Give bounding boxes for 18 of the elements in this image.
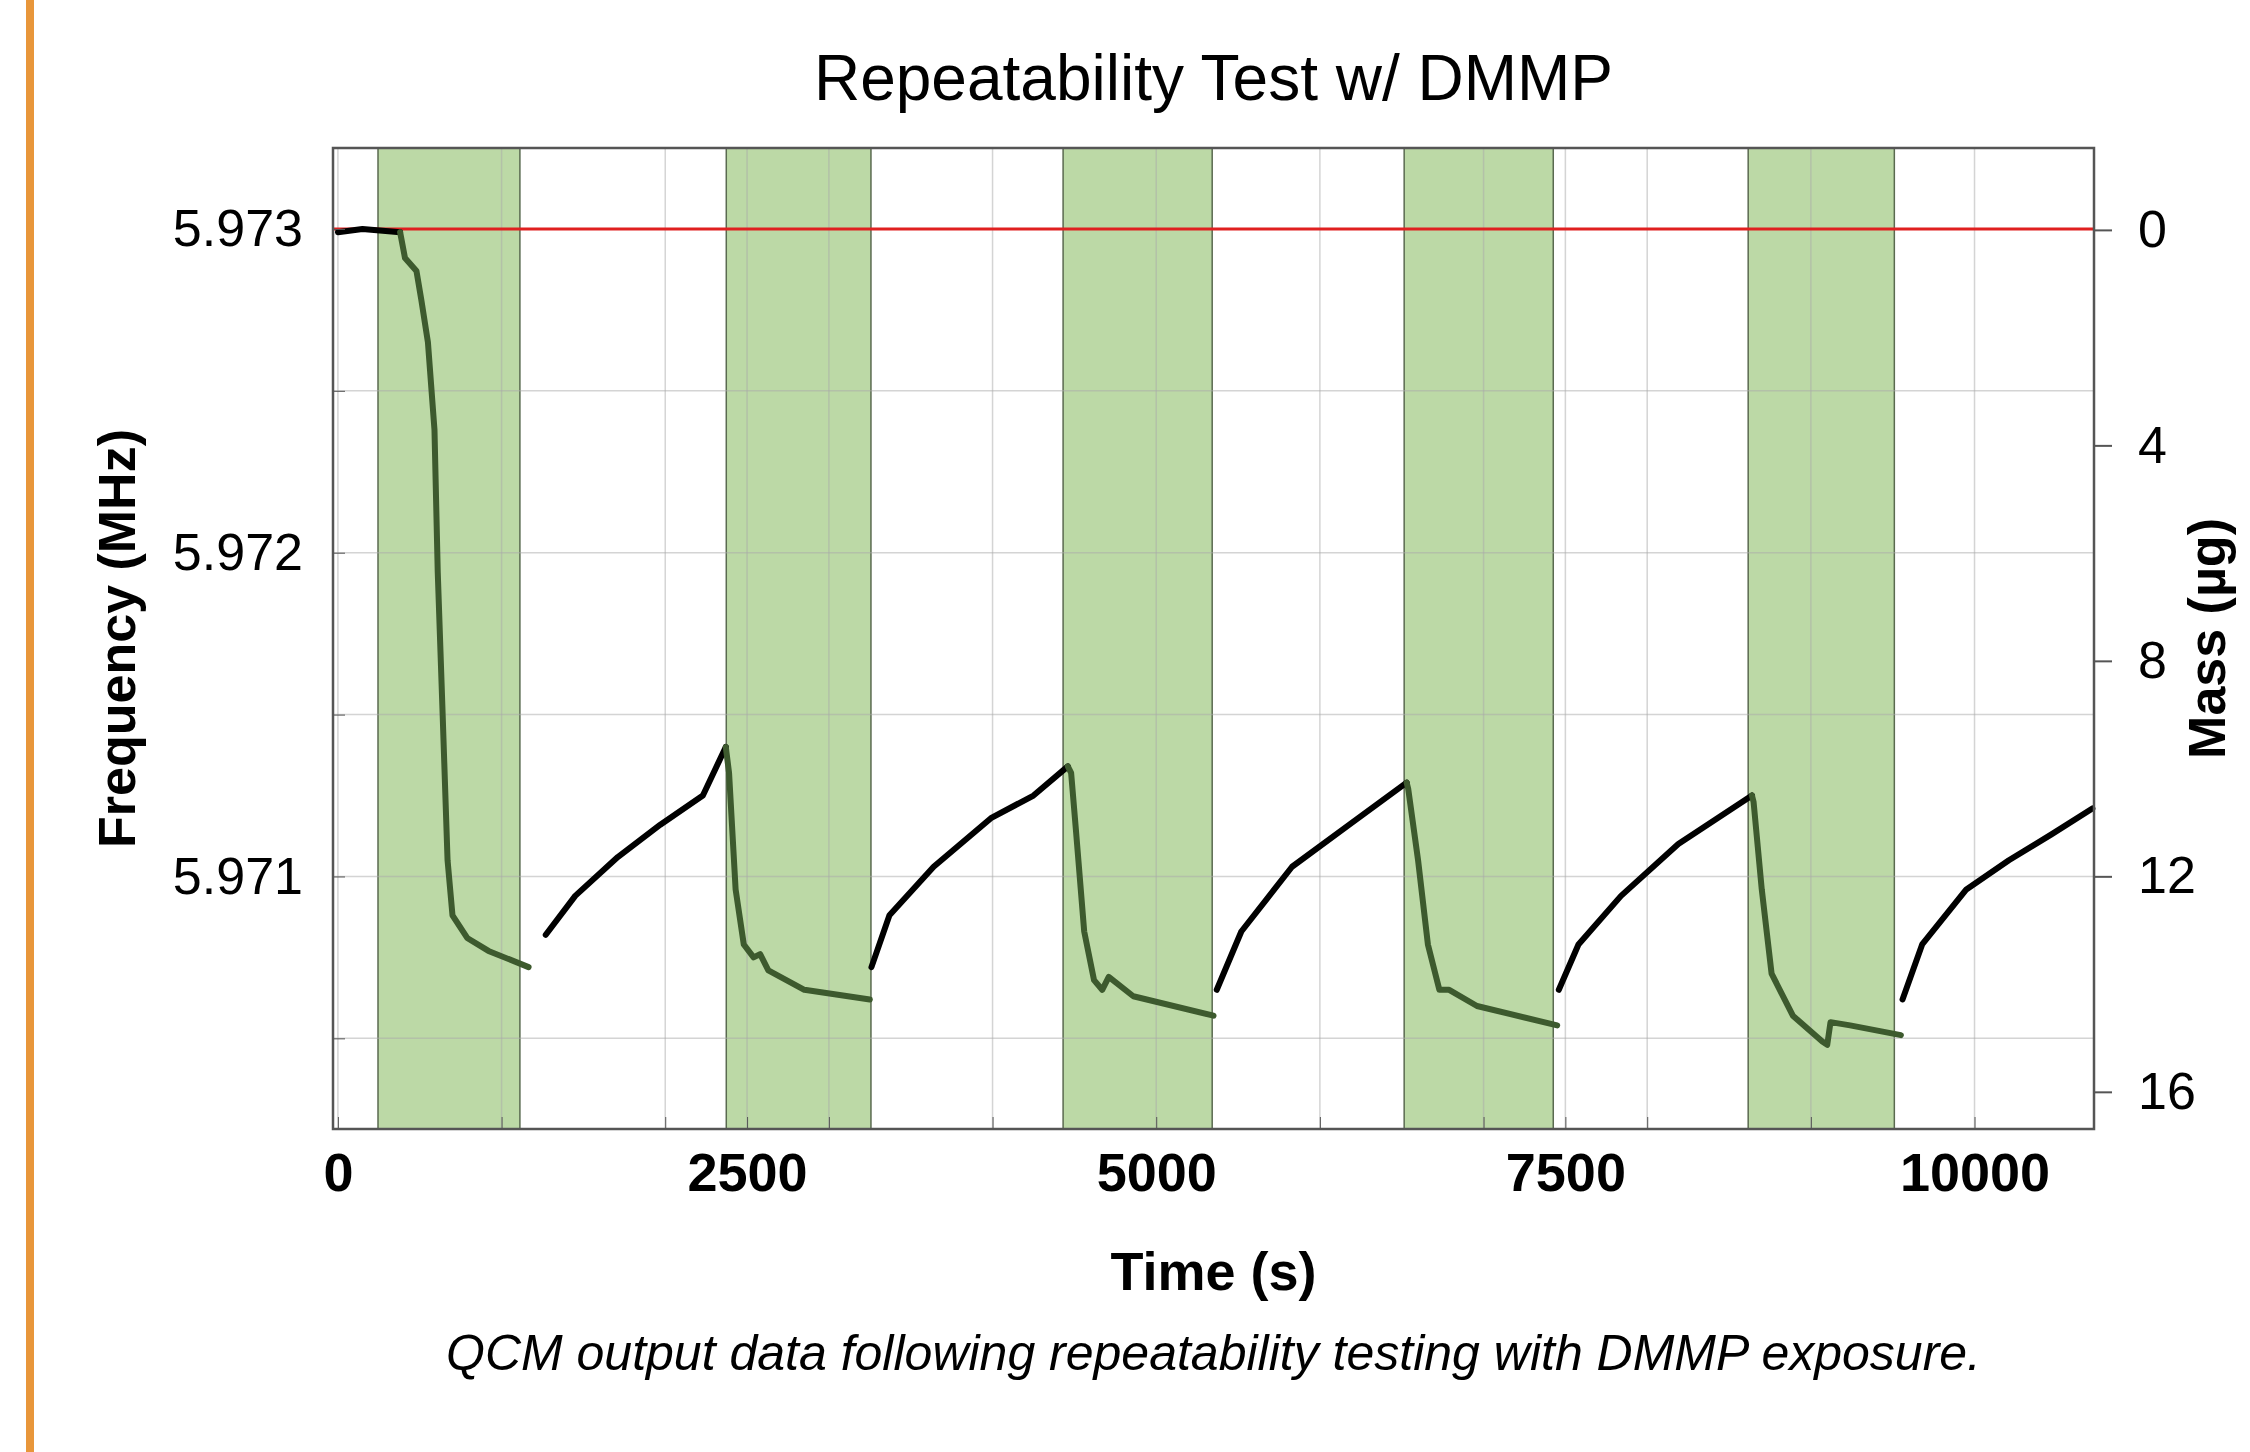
y2-axis-title: Mass (µg) [2178, 518, 2236, 759]
x-tick-label: 2500 [687, 1142, 808, 1203]
y-tick-label: 5.973 [172, 199, 303, 258]
x-axis-title: Time (s) [1110, 1241, 1317, 1301]
y2-tick-label: 8 [2138, 631, 2167, 689]
y-tick-label: 5.971 [172, 846, 303, 905]
x-tick-label: 0 [323, 1142, 354, 1203]
y2-tick-label: 16 [2138, 1061, 2196, 1120]
x-tick-label: 10000 [1899, 1142, 2051, 1203]
text: QCM output data following repeatability testing with DMMP exposure. [446, 1325, 1981, 1381]
y-tick-label: 5.972 [172, 522, 303, 581]
y2-tick-label: 4 [2138, 415, 2167, 474]
y-axis-title: Frequency (MHz) [88, 429, 146, 848]
y2-tick-label: 0 [2138, 200, 2167, 259]
chart-title: Repeatability Test w/ DMMP [813, 42, 1614, 114]
x-tick-label: 5000 [1096, 1142, 1217, 1203]
x-tick-label: 7500 [1505, 1142, 1626, 1203]
y2-tick-label: 12 [2138, 846, 2196, 905]
